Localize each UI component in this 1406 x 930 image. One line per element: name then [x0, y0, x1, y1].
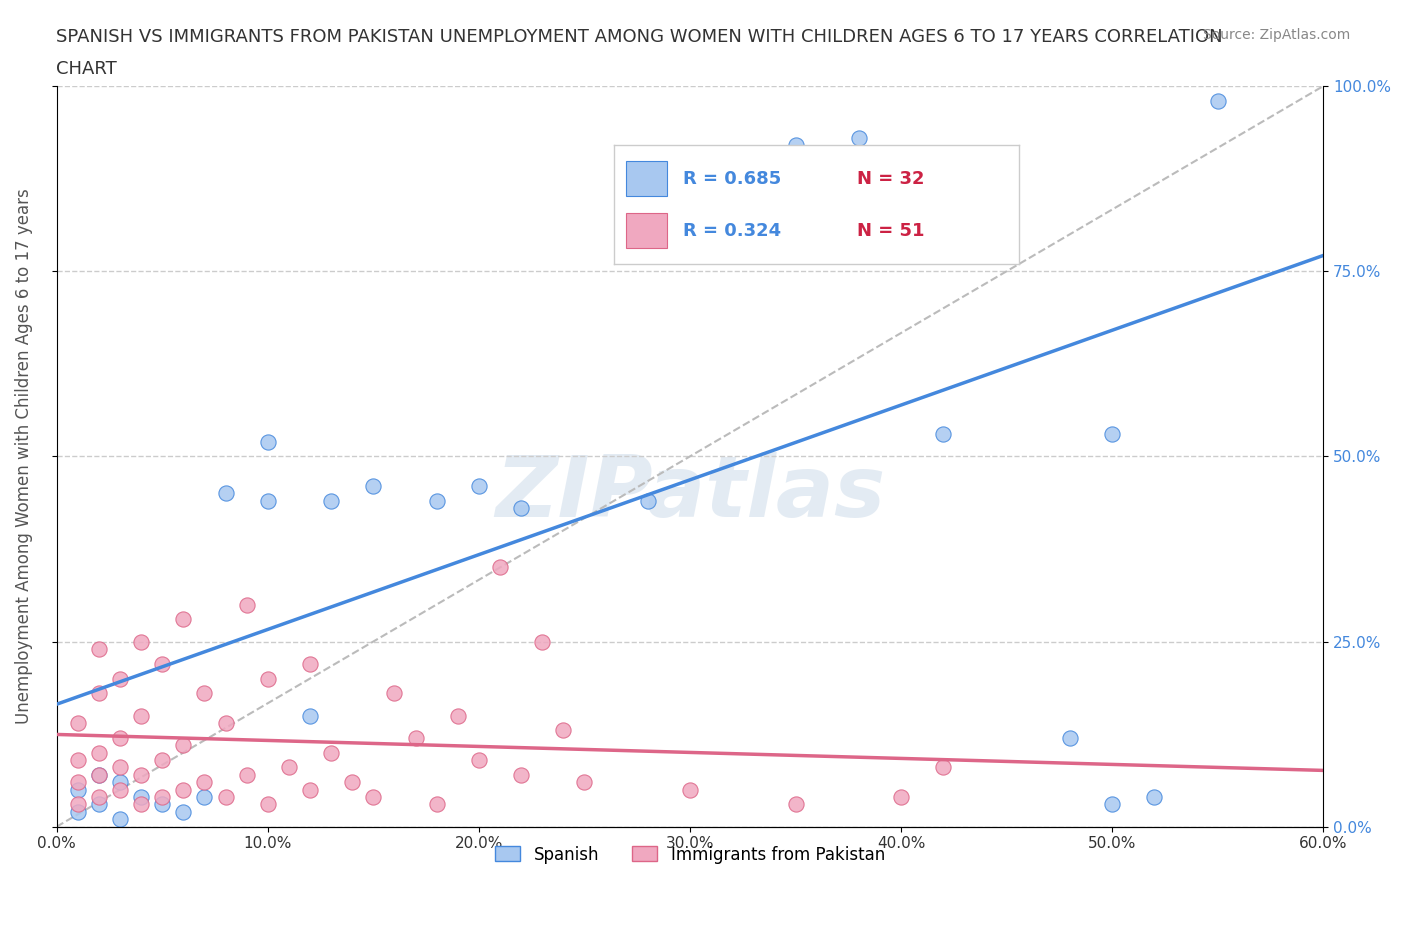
Point [235, 597, 257, 612]
Point [426, 797, 449, 812]
Y-axis label: Unemployment Among Women with Children Ages 6 to 17 years: Unemployment Among Women with Children A… [15, 189, 32, 724]
Point [932, 760, 955, 775]
Point [150, 752, 173, 767]
Point [193, 790, 215, 804]
Point [150, 657, 173, 671]
Point [1101, 797, 1123, 812]
Point [235, 767, 257, 782]
Point [361, 479, 384, 494]
Point [848, 130, 870, 145]
Text: CHART: CHART [56, 60, 117, 78]
Point [66, 715, 89, 730]
Point [932, 427, 955, 442]
Point [150, 790, 173, 804]
Point [108, 775, 131, 790]
Point [108, 812, 131, 827]
Point [785, 138, 807, 153]
Point [489, 560, 512, 575]
Point [172, 782, 194, 797]
Point [785, 797, 807, 812]
Point [129, 634, 152, 649]
Point [574, 775, 596, 790]
Point [553, 723, 575, 737]
Point [340, 775, 363, 790]
Text: SPANISH VS IMMIGRANTS FROM PAKISTAN UNEMPLOYMENT AMONG WOMEN WITH CHILDREN AGES : SPANISH VS IMMIGRANTS FROM PAKISTAN UNEM… [56, 28, 1223, 46]
Point [66, 782, 89, 797]
Point [66, 804, 89, 819]
Point [468, 479, 491, 494]
Point [405, 730, 427, 745]
Point [721, 160, 744, 175]
Point [214, 715, 236, 730]
Point [129, 797, 152, 812]
Point [1101, 427, 1123, 442]
Point [531, 634, 554, 649]
Point [108, 760, 131, 775]
Point [890, 145, 912, 160]
Point [256, 797, 278, 812]
Point [150, 797, 173, 812]
Point [468, 752, 491, 767]
Point [298, 782, 321, 797]
Point [384, 686, 406, 701]
Point [129, 790, 152, 804]
Point [66, 797, 89, 812]
Point [87, 767, 110, 782]
Point [679, 153, 702, 167]
Point [214, 790, 236, 804]
Point [319, 494, 342, 509]
Point [298, 708, 321, 723]
Text: Source: ZipAtlas.com: Source: ZipAtlas.com [1202, 28, 1350, 42]
Point [193, 775, 215, 790]
Point [87, 790, 110, 804]
Point [129, 708, 152, 723]
Point [256, 494, 278, 509]
Point [298, 657, 321, 671]
Point [87, 767, 110, 782]
Point [1059, 730, 1081, 745]
Point [87, 686, 110, 701]
Point [319, 745, 342, 760]
Point [108, 782, 131, 797]
Point [637, 494, 659, 509]
Point [637, 167, 659, 182]
Point [87, 745, 110, 760]
Point [510, 501, 533, 516]
Point [277, 760, 299, 775]
Point [172, 737, 194, 752]
Point [172, 612, 194, 627]
Point [256, 434, 278, 449]
Point [172, 804, 194, 819]
Point [679, 782, 702, 797]
Point [193, 686, 215, 701]
Point [214, 486, 236, 501]
Point [66, 752, 89, 767]
Text: ZIPatlas: ZIPatlas [495, 452, 884, 535]
Point [108, 671, 131, 686]
Point [361, 790, 384, 804]
Point [256, 671, 278, 686]
Point [426, 494, 449, 509]
Point [1206, 94, 1229, 109]
Point [87, 642, 110, 657]
Point [108, 730, 131, 745]
Point [510, 767, 533, 782]
Legend: Spanish, Immigrants from Pakistan: Spanish, Immigrants from Pakistan [488, 839, 891, 870]
Point [66, 775, 89, 790]
Point [1143, 790, 1166, 804]
Point [447, 708, 470, 723]
Point [129, 767, 152, 782]
Point [87, 797, 110, 812]
Point [890, 790, 912, 804]
